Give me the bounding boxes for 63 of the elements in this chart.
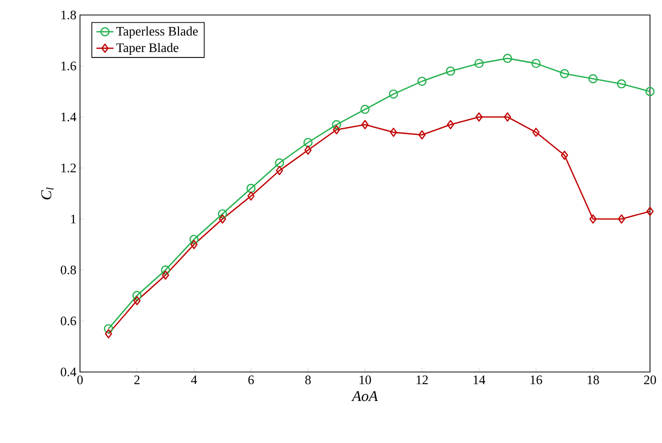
point — [274, 158, 284, 168]
point — [132, 290, 142, 300]
y-tick-label: 1.4 — [61, 112, 76, 122]
x-tick-label: 12 — [416, 376, 428, 384]
x-tick-label: 10 — [360, 376, 371, 384]
point — [560, 150, 568, 160]
point — [475, 112, 483, 122]
point — [417, 76, 427, 86]
point — [246, 184, 256, 193]
legend-label: Taperless Blade — [116, 26, 198, 38]
point — [588, 74, 598, 84]
y-tick-label: 0.6 — [60, 316, 76, 326]
y-axis-title: C$_{l}$ — [41, 188, 54, 200]
x-tick-label: 6 — [248, 376, 254, 384]
point — [162, 270, 170, 280]
point — [304, 146, 312, 155]
point — [133, 296, 141, 306]
point — [618, 214, 626, 224]
x-tick-label: 16 — [530, 376, 542, 384]
x-tick-label: 14 — [474, 376, 486, 384]
point — [160, 265, 170, 275]
y-tick-label: 0.8 — [60, 266, 76, 274]
x-tick-label: 20 — [644, 376, 656, 384]
point — [390, 128, 398, 137]
x-tick-label: 4 — [191, 376, 198, 384]
x-tick-label: 2 — [134, 376, 140, 384]
x-axis-title: AoA — [351, 391, 378, 402]
point — [418, 130, 426, 140]
x-tick-label: 0 — [77, 376, 83, 384]
point — [189, 234, 199, 244]
x-tick-label: 18 — [588, 376, 599, 384]
point — [645, 86, 655, 96]
legend-label: Taper Blade — [116, 42, 178, 55]
point — [276, 166, 284, 176]
point — [446, 66, 456, 76]
point — [332, 120, 342, 130]
point — [446, 120, 454, 130]
point — [532, 128, 540, 137]
point — [104, 329, 112, 338]
point — [504, 112, 512, 122]
y-tick-label: 0.4 — [60, 368, 76, 376]
y-tick-label: 1 — [71, 214, 76, 224]
point — [190, 240, 198, 250]
point — [388, 89, 398, 99]
point — [646, 206, 654, 216]
point — [560, 69, 570, 78]
point — [589, 214, 597, 224]
point — [474, 58, 484, 68]
y-tick-label: 1.2 — [61, 164, 76, 172]
point — [218, 214, 226, 224]
point — [104, 324, 114, 334]
y-tick-label: 1.8 — [61, 10, 76, 20]
point — [616, 79, 626, 88]
point — [303, 138, 313, 148]
point — [218, 209, 228, 218]
point — [361, 120, 369, 130]
x-tick-label: 8 — [305, 376, 311, 384]
point — [531, 58, 541, 68]
point — [332, 125, 340, 134]
point — [502, 54, 512, 63]
point — [360, 104, 370, 114]
point — [247, 191, 255, 201]
y-tick-label: 1.6 — [61, 62, 76, 70]
